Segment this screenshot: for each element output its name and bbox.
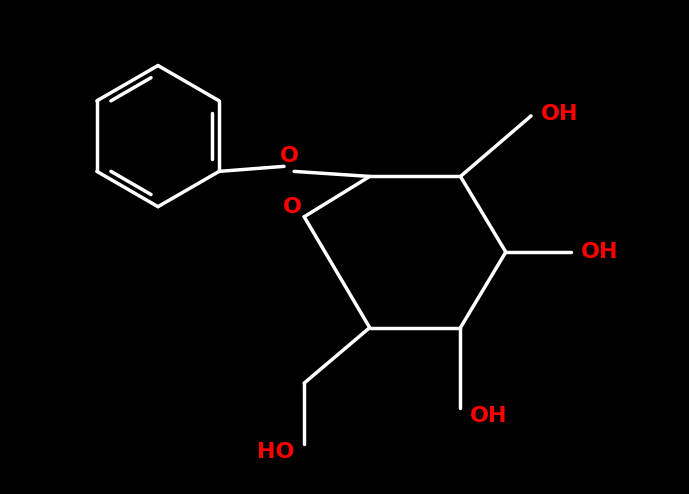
Text: OH: OH bbox=[470, 407, 507, 426]
Text: OH: OH bbox=[540, 104, 578, 124]
Text: O: O bbox=[282, 197, 302, 217]
Text: HO: HO bbox=[257, 442, 295, 462]
Text: OH: OH bbox=[581, 242, 618, 262]
Text: O: O bbox=[280, 146, 298, 166]
